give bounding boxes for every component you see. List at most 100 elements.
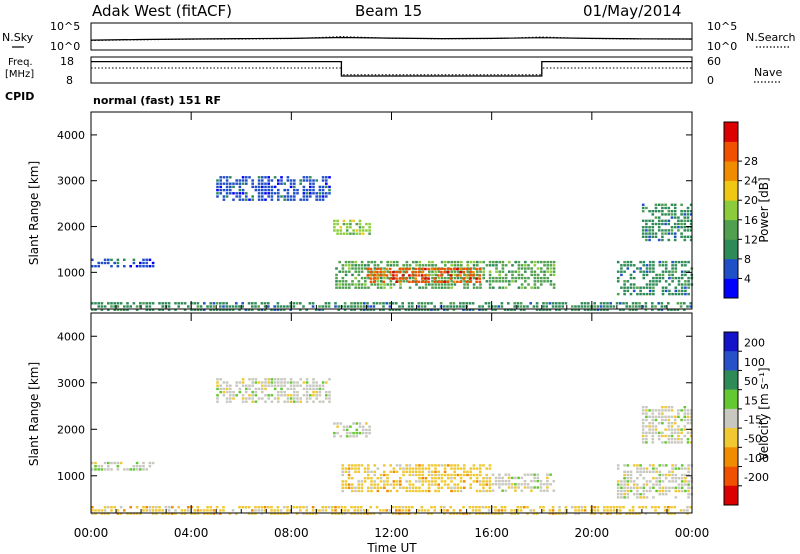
scatter-cell [620,486,623,489]
scatter-cell [686,509,689,512]
scatter-cell [251,390,254,394]
scatter-cell [511,280,514,283]
scatter-cell [491,473,495,476]
scatter-cell [466,283,469,286]
scatter-cell [501,276,505,280]
scatter-cell [638,506,641,509]
scatter-cell [247,506,251,509]
scatter-cell [552,286,556,289]
scatter-cell [481,305,484,308]
scatter-cell [439,506,443,509]
scatter-cell [498,276,501,280]
scatter-cell [641,226,645,229]
scatter-cell [327,305,331,308]
scatter-cell [661,213,664,216]
scatter-cell [241,384,245,387]
scatter-cell [383,286,386,289]
scatter-cell [580,305,584,308]
scatter-cell [359,512,363,515]
scatter-cell [657,226,661,229]
scatter-cell [686,415,690,418]
scatter-cell [661,406,664,409]
scatter-cell [395,483,399,486]
scatter-cell [645,418,648,422]
scatter-cell [421,470,424,473]
scatter-cell [420,280,424,283]
scatter-cell [321,400,325,403]
scatter-cell [686,210,690,213]
scatter-cell [564,512,568,515]
scatter-cell [449,302,452,305]
scatter-cell [289,394,293,397]
scatter-cell [360,260,364,264]
scatter-cell [283,390,286,394]
scatter-cell [645,438,648,441]
y-tick-label: 2000 [57,221,85,234]
scatter-cell [606,509,609,512]
scatter-cell [546,276,549,280]
scatter-cell [674,480,678,483]
scatter-cell [415,473,418,477]
scatter-cell [229,192,232,195]
scatter-cell [513,308,516,311]
scatter-cell [543,273,546,277]
scatter-cell [225,185,229,189]
scatter-cell [123,258,126,261]
scatter-cell [670,431,674,434]
scatter-cell [677,483,681,486]
scatter-cell [533,260,537,264]
nsky-panel: N.Sky 10^5 10^0 10^5 10^0 N.Search [2,20,796,53]
scatter-cell [421,483,424,486]
scatter-cell [324,509,328,512]
scatter-cell [361,425,365,428]
scatter-cell [367,276,370,280]
scatter-cell [238,188,242,192]
scatter-cell [539,483,543,486]
scatter-cell [315,195,318,198]
scatter-cell [357,270,361,273]
scatter-cell [315,390,318,394]
freq-panel: Freq. [MHz] 18 8 60 0 Nave CPID normal (… [5,55,782,107]
scatter-cell [636,292,639,296]
scatter-cell [389,483,392,486]
scatter-cell [616,280,620,283]
scatter-cell [622,506,625,509]
scatter-cell [347,470,351,473]
scatter-cell [514,476,517,480]
nsky-frame [90,22,693,51]
scatter-cell [119,302,123,305]
scatter-cell [367,470,370,473]
scatter-cell [309,182,312,185]
scatter-cell [535,305,539,308]
scatter-cell [670,216,674,219]
scatter-cell [418,489,421,493]
scatter-cell [450,464,453,467]
scatter-cell [349,431,352,435]
velocity-x-ticks [90,313,693,513]
scatter-cell [389,489,392,493]
scatter-cell [456,267,459,271]
scatter-cell [536,479,540,483]
colorbar-tick-label: 24 [744,175,758,188]
scatter-cell [673,418,677,422]
scatter-cell [654,235,658,238]
scatter-cell [668,292,671,296]
scatter-cell [661,203,664,206]
scatter-cell [450,286,453,289]
scatter-cell [500,305,504,308]
scatter-cell [431,280,434,283]
nsky-tick-top-left: 10^5 [50,20,80,33]
scatter-cell [577,305,580,308]
scatter-cell [336,422,339,425]
scatter-cell [516,305,520,308]
scatter-cell [471,308,475,311]
scatter-cell [110,461,113,465]
scatter-cell [466,473,469,477]
scatter-cell [623,493,626,496]
scatter-cell [642,260,646,264]
scatter-cell [352,435,355,438]
scatter-cell [478,277,482,280]
scatter-cell [684,273,687,277]
scatter-cell [245,182,248,185]
scatter-cell [267,195,270,198]
